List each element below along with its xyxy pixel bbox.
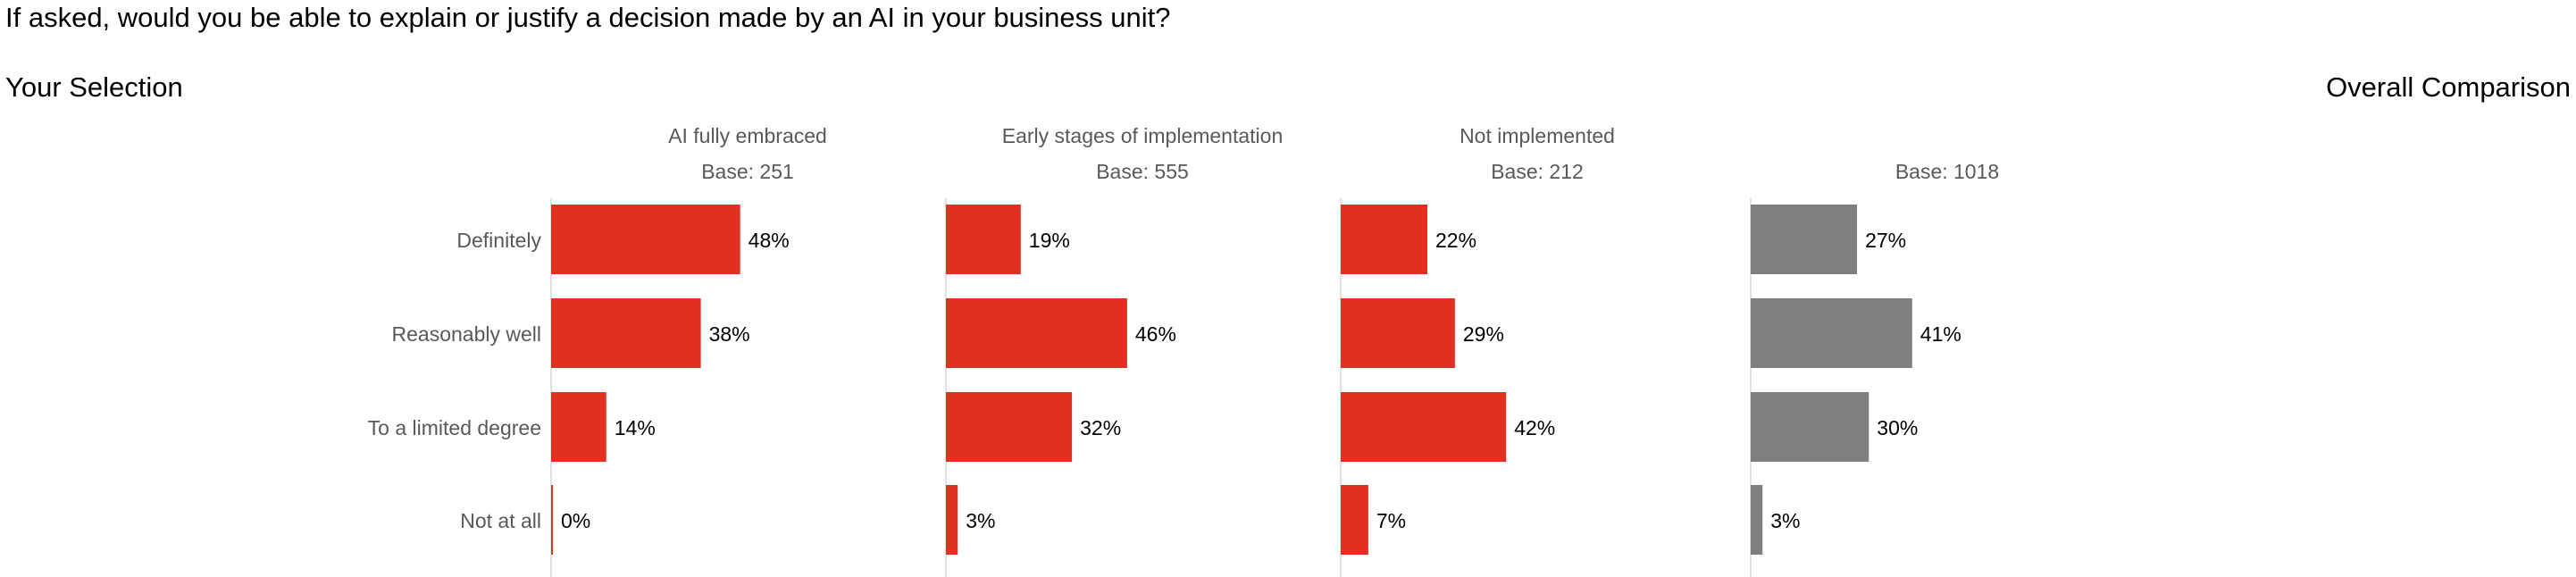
- bar-value-label: 14%: [615, 416, 656, 439]
- bar-selection: [1341, 298, 1455, 368]
- panel-title: Not implemented: [1459, 124, 1615, 147]
- bar-value-label: 3%: [966, 509, 995, 532]
- bar-overall: [1751, 205, 1858, 274]
- bar-value-label: 48%: [749, 229, 790, 252]
- category-label: Definitely: [456, 229, 541, 252]
- bar-value-label: 46%: [1135, 322, 1176, 346]
- panel-base-label: Base: 251: [701, 160, 794, 183]
- bar-value-label: 0%: [561, 509, 590, 532]
- bar-value-label: 29%: [1463, 322, 1504, 346]
- bar-value-label: 41%: [1920, 322, 1961, 346]
- bar-selection: [551, 392, 606, 462]
- panel-base-label: Base: 1018: [1895, 160, 1999, 183]
- bar-overall: [1751, 392, 1869, 462]
- overall-comparison-header: Overall Comparison: [2326, 71, 2571, 103]
- bar-selection: [1341, 485, 1368, 555]
- bar-value-label: 30%: [1877, 416, 1918, 439]
- panel-title: AI fully embraced: [668, 124, 827, 147]
- bar-selection: [946, 298, 1127, 368]
- your-selection-header: Your Selection: [5, 71, 183, 103]
- category-label: Reasonably well: [392, 322, 541, 346]
- question-title: If asked, would you be able to explain o…: [5, 2, 1171, 33]
- bar-value-label: 7%: [1376, 509, 1406, 532]
- panel-base-label: Base: 555: [1096, 160, 1189, 183]
- bar-value-label: 3%: [1770, 509, 1800, 532]
- bar-value-label: 32%: [1080, 416, 1121, 439]
- bar-overall: [1751, 298, 1912, 368]
- bar-selection: [551, 485, 553, 555]
- bar-value-label: 42%: [1514, 416, 1555, 439]
- panel-title: Early stages of implementation: [1002, 124, 1284, 147]
- bar-selection: [1341, 205, 1428, 274]
- bar-selection: [551, 205, 740, 274]
- category-label: To a limited degree: [368, 416, 541, 439]
- bar-value-label: 22%: [1435, 229, 1476, 252]
- bar-value-label: 27%: [1865, 229, 1906, 252]
- bar-overall: [1751, 485, 1763, 555]
- bar-selection: [946, 205, 1021, 274]
- bar-selection: [946, 485, 958, 555]
- panel-base-label: Base: 212: [1491, 160, 1584, 183]
- bar-selection: [551, 298, 701, 368]
- category-label: Not at all: [460, 509, 541, 532]
- bar-value-label: 19%: [1029, 229, 1070, 252]
- bar-selection: [1341, 392, 1507, 462]
- bar-selection: [946, 392, 1073, 462]
- bar-value-label: 38%: [709, 322, 750, 346]
